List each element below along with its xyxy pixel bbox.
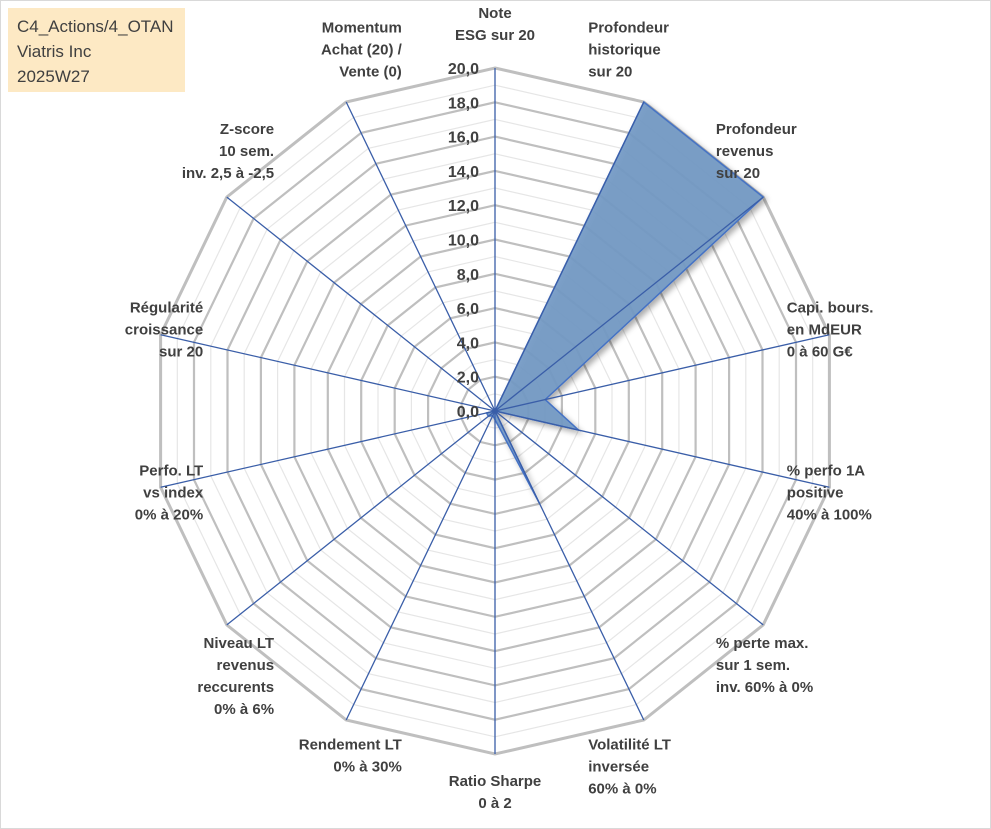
axis-label-13: Momentum Achat (20) / Vente (0) [321, 19, 403, 80]
radar-tick-labels: 0,0 2,0 4,0 6,0 8,0 10,0 12,0 14,0 16,0 18,0 20,0 [448, 61, 479, 421]
axis-label-line: Profondeur [716, 121, 797, 138]
axis-label-11: Régularité croissance sur 20 [125, 299, 203, 360]
axis-label-line: inversée [588, 759, 649, 776]
axis-label-9: Niveau LT revenus reccurents 0% à 6% [197, 635, 274, 718]
axis-spoke-12 [226, 196, 496, 412]
axis-label-line: % perte max. [716, 635, 809, 652]
axis-spoke-2 [494, 196, 764, 412]
axis-label-2: Profondeur revenus sur 20 [716, 121, 797, 182]
axis-label-line: Capi. bours. [787, 299, 874, 316]
axis-label-line: Régularité [130, 299, 203, 316]
tick-label: 6,0 [457, 301, 479, 318]
axis-label-line: 60% à 0% [588, 781, 656, 798]
axis-spoke-6 [494, 410, 645, 721]
axis-label-line: Rendement LT [299, 737, 402, 754]
axis-label-line: Volatilité LT [588, 737, 671, 754]
axis-spoke-13 [345, 101, 496, 412]
axis-label-line: Perfo. LT [139, 463, 203, 480]
axis-label-line: inv. 60% à 0% [716, 679, 813, 696]
axis-spoke-1 [494, 101, 645, 412]
tick-label: 8,0 [457, 267, 479, 284]
axis-label-line: 0% à 6% [214, 701, 274, 718]
axis-label-line: Ratio Sharpe [449, 773, 542, 790]
axis-spoke-9 [226, 410, 496, 626]
axis-label-line: vs index [143, 485, 204, 502]
info-line-company: Viatris Inc [17, 42, 92, 61]
axis-label-line: Achat (20) / [321, 41, 403, 58]
tick-label: 0,0 [457, 404, 479, 421]
axis-label-5: % perte max. sur 1 sem. inv. 60% à 0% [716, 635, 813, 696]
axis-label-line: revenus [217, 657, 275, 674]
axis-label-line: Momentum [322, 19, 402, 36]
axis-label-line: Niveau LT [204, 635, 275, 652]
axis-label-4: % perfo 1A positive 40% à 100% [787, 463, 872, 524]
axis-label-line: 10 sem. [219, 143, 274, 160]
axis-label-line: inv. 2,5 à -2,5 [182, 165, 274, 182]
axis-label-line: sur 20 [716, 165, 760, 182]
axis-spoke-11 [160, 334, 496, 412]
axis-label-10: Perfo. LT vs index 0% à 20% [135, 463, 204, 524]
axis-label-7: Ratio Sharpe 0 à 2 [449, 773, 542, 812]
axis-spoke-10 [160, 410, 496, 488]
axis-label-0: Note ESG sur 20 [455, 5, 535, 44]
axis-label-line: en MdEUR [787, 321, 862, 338]
axis-spoke-5 [494, 410, 764, 626]
axis-label-line: sur 20 [159, 343, 203, 360]
axis-label-line: 40% à 100% [787, 507, 872, 524]
axis-label-line: 0% à 30% [333, 759, 401, 776]
axis-spoke-4 [494, 410, 830, 488]
radar-axes [160, 68, 830, 754]
tick-label: 20,0 [448, 61, 479, 78]
axis-label-line: positive [787, 485, 844, 502]
info-box: C4_Actions/4_OTAN Viatris Inc 2025W27 [8, 8, 185, 92]
tick-label: 18,0 [448, 95, 479, 112]
tick-label: 10,0 [448, 233, 479, 250]
axis-spoke-3 [494, 334, 830, 412]
axis-label-line: Vente (0) [339, 63, 402, 80]
axis-label-line: 0 à 2 [478, 795, 511, 812]
axis-label-line: reccurents [197, 679, 274, 696]
tick-label: 14,0 [448, 164, 479, 181]
info-line-week: 2025W27 [17, 67, 90, 86]
axis-label-line: sur 20 [588, 63, 632, 80]
tick-label: 12,0 [448, 198, 479, 215]
axis-label-line: Profondeur [588, 19, 669, 36]
tick-label: 16,0 [448, 130, 479, 147]
info-line-portfolio: C4_Actions/4_OTAN [17, 17, 174, 36]
axis-spoke-8 [345, 410, 496, 721]
axis-label-8: Rendement LT 0% à 30% [299, 737, 402, 776]
axis-label-line: revenus [716, 143, 774, 160]
axis-label-line: historique [588, 41, 661, 58]
radar-axis-labels: Note ESG sur 20 Profondeur historique sur 20… [125, 5, 874, 812]
axis-label-6: Volatilité LT inversée 60% à 0% [588, 737, 671, 798]
axis-label-12: Z-score 10 sem. inv. 2,5 à -2,5 [182, 121, 274, 182]
axis-label-line: 0 à 60 G€ [787, 343, 854, 360]
tick-label: 4,0 [457, 335, 479, 352]
tick-label: 2,0 [457, 370, 479, 387]
axis-label-line: % perfo 1A [787, 463, 866, 480]
axis-label-line: croissance [125, 321, 203, 338]
axis-label-3: Capi. bours. en MdEUR 0 à 60 G€ [787, 299, 874, 360]
axis-label-line: ESG sur 20 [455, 27, 535, 44]
axis-label-line: 0% à 20% [135, 507, 203, 524]
axis-label-line: Note [478, 5, 511, 22]
axis-label-line: sur 1 sem. [716, 657, 790, 674]
axis-label-line: Z-score [220, 121, 274, 138]
axis-label-1: Profondeur historique sur 20 [588, 19, 669, 80]
